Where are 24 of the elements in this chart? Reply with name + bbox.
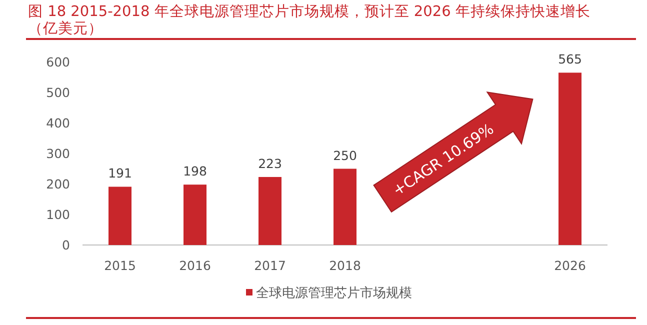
- x-tick-label: 2018: [329, 258, 361, 273]
- data-label: 198: [183, 164, 207, 179]
- data-label: 191: [108, 166, 132, 181]
- x-tick-label: 2015: [104, 258, 136, 273]
- y-tick-label: 400: [46, 116, 70, 130]
- x-tick-label: 2026: [554, 258, 586, 273]
- y-tick-label: 600: [46, 54, 70, 70]
- data-label: 223: [258, 156, 282, 171]
- bar: [108, 186, 132, 245]
- legend: 全球电源管理芯片市场规模: [246, 286, 412, 301]
- bar: [334, 168, 356, 245]
- y-tick-label: 300: [46, 146, 70, 161]
- y-tick-label: 200: [46, 176, 70, 192]
- data-label: 565: [558, 52, 582, 67]
- title: 图 18 2015-2018 年全球电源管理芯片市场规模，预计至 2026 年持续保持快速增长（亿美元）: [28, 4, 590, 37]
- x-tick-label: 2017: [254, 258, 286, 273]
- bar: [184, 184, 206, 245]
- x-tick-label: 2016: [179, 258, 211, 273]
- bar: [258, 176, 282, 245]
- y-tick-label: 100: [46, 207, 70, 222]
- y-tick-label: 500: [46, 85, 70, 100]
- y-tick-label: 0: [62, 238, 70, 252]
- data-label: 250: [333, 148, 357, 163]
- bar: [558, 72, 582, 245]
